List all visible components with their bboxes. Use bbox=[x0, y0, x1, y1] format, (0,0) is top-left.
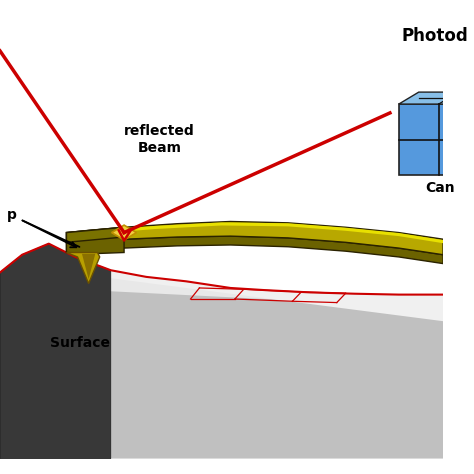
Text: Surface: Surface bbox=[50, 337, 110, 350]
Polygon shape bbox=[0, 244, 443, 458]
Text: reflected
Beam: reflected Beam bbox=[124, 124, 195, 155]
Text: Can: Can bbox=[425, 181, 455, 195]
Polygon shape bbox=[82, 254, 95, 279]
Polygon shape bbox=[399, 104, 474, 175]
Text: Photod: Photod bbox=[401, 27, 468, 45]
Polygon shape bbox=[66, 253, 100, 283]
Polygon shape bbox=[0, 244, 111, 458]
Polygon shape bbox=[0, 244, 443, 308]
Polygon shape bbox=[399, 92, 474, 104]
Polygon shape bbox=[66, 236, 443, 264]
Text: p: p bbox=[7, 208, 17, 222]
Polygon shape bbox=[66, 227, 124, 254]
Polygon shape bbox=[49, 244, 443, 321]
Polygon shape bbox=[111, 222, 443, 243]
Polygon shape bbox=[66, 221, 443, 255]
Polygon shape bbox=[66, 227, 124, 242]
Polygon shape bbox=[112, 225, 137, 240]
